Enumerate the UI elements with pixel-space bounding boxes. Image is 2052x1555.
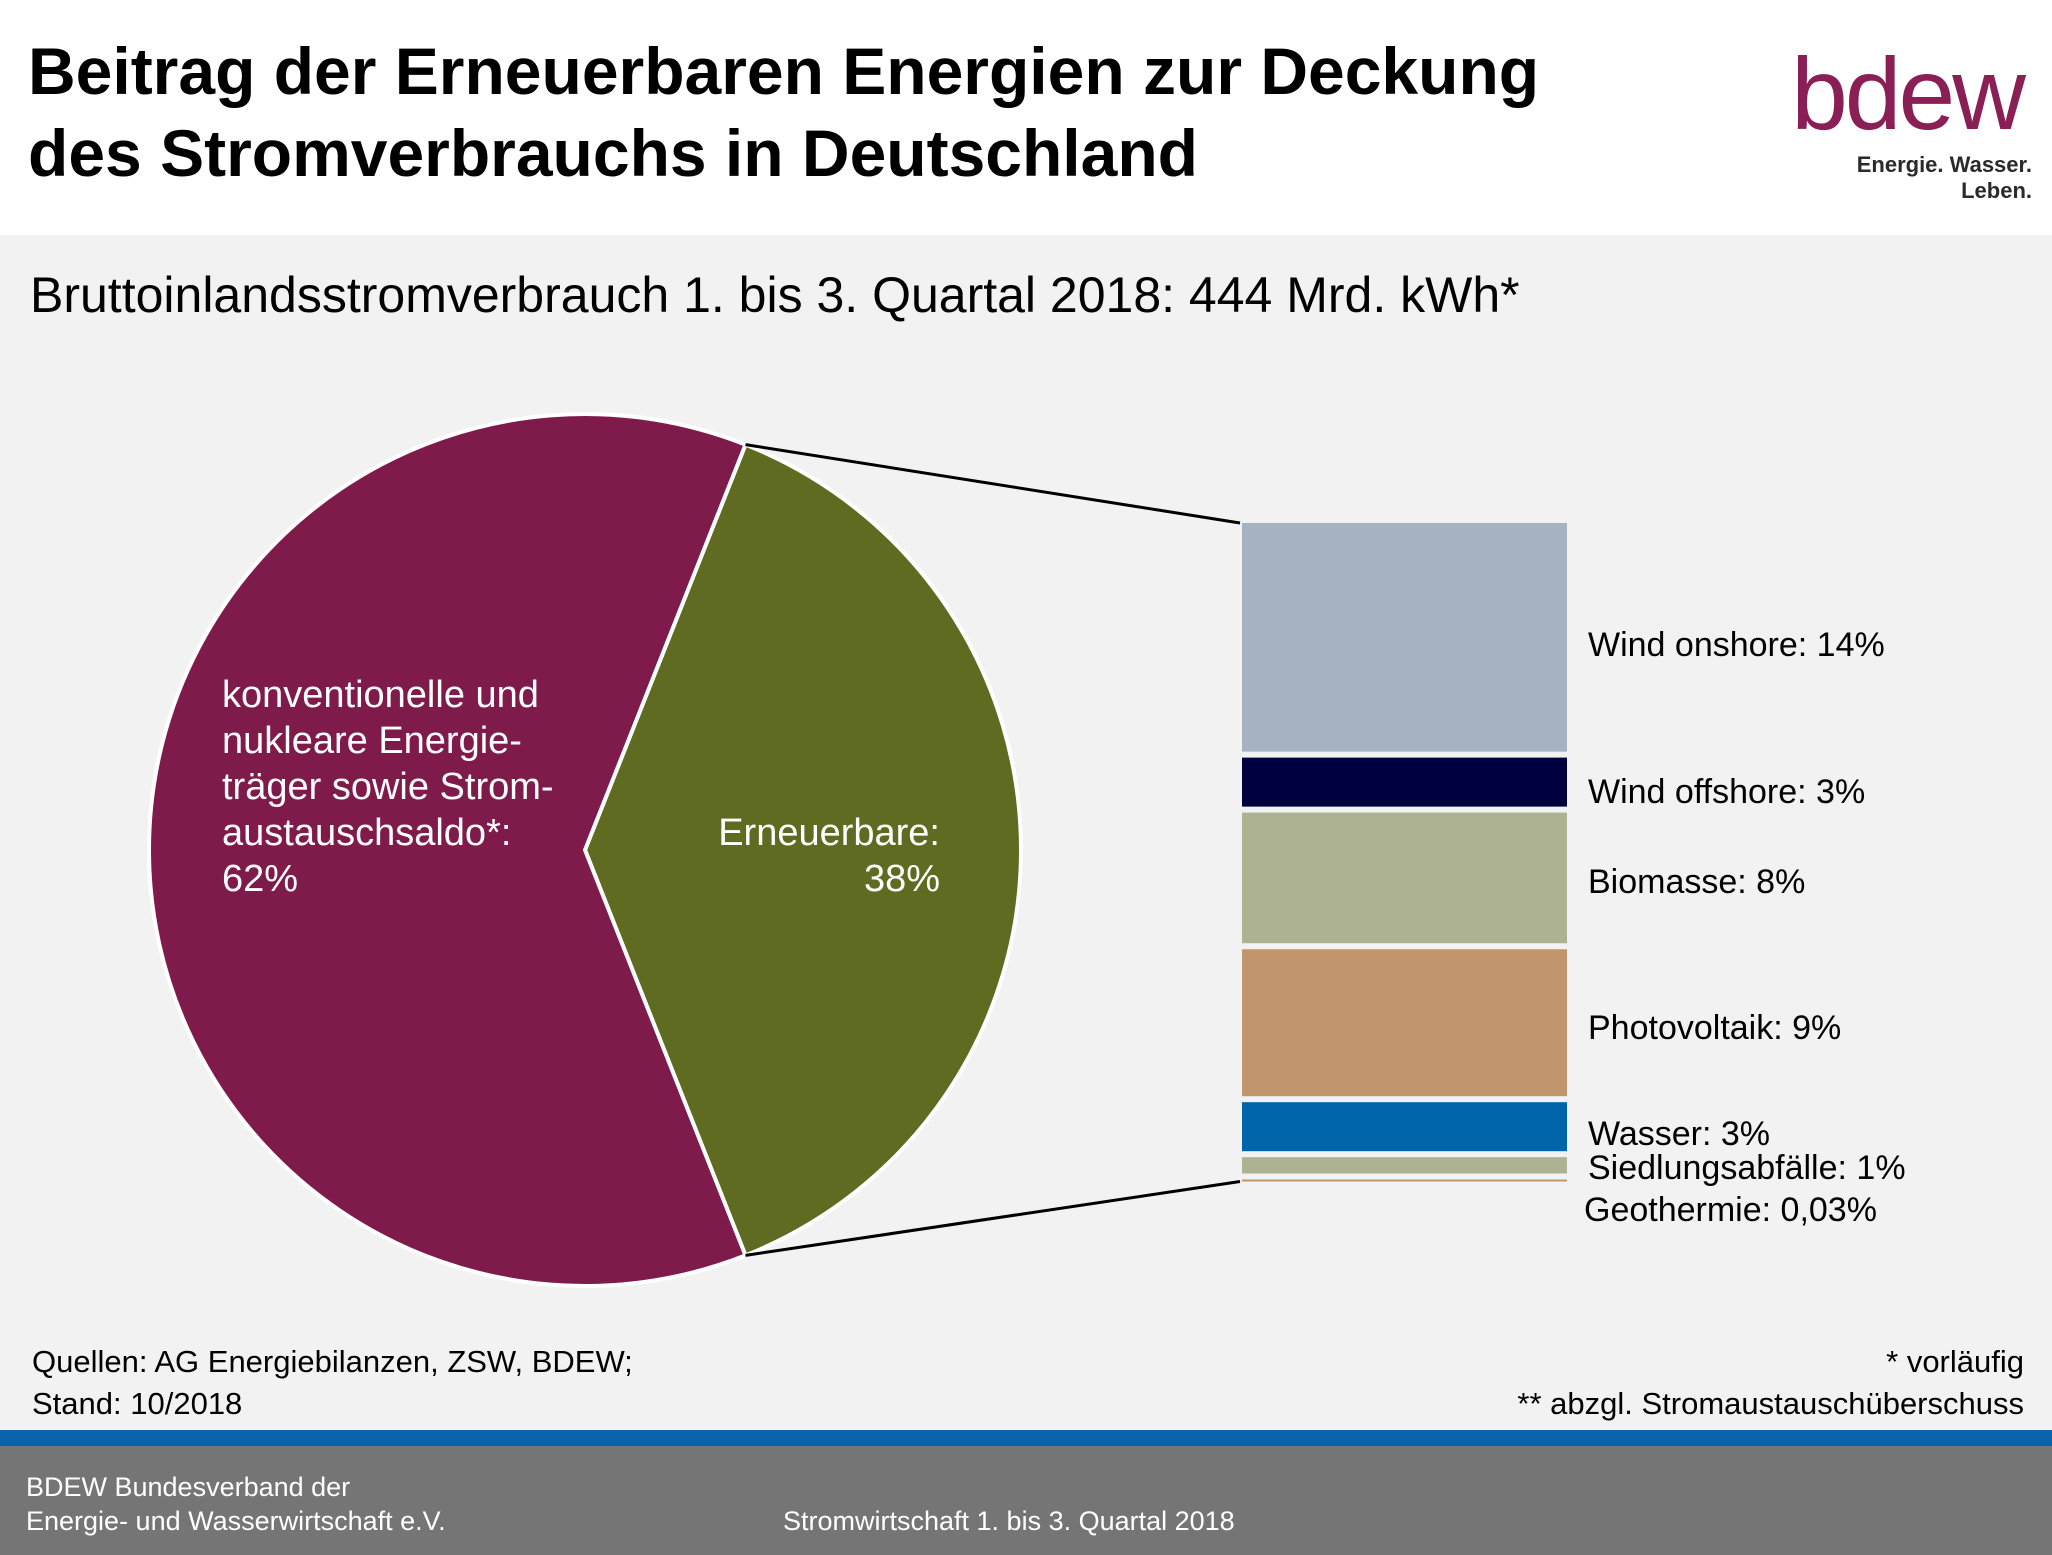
footnote-exchange: ** abzgl. Stromaustauschüberschuss <box>1517 1386 2024 1421</box>
footnote-preliminary: * vorläufig <box>1886 1344 2024 1379</box>
footer-org-line-2: Energie- und Wasserwirtschaft e.V. <box>26 1506 446 1536</box>
conventional-label-line-1: konventionelle und <box>222 674 539 716</box>
pie-label-renewables: Erneuerbare: 38% <box>660 810 940 902</box>
logo-slogan: Energie. Wasser. Leben. <box>1856 152 2032 203</box>
connector-line-bottom <box>745 1180 1241 1257</box>
logo-wordmark: bdew <box>1791 37 2026 151</box>
segment-wasser <box>1242 1102 1567 1152</box>
segment-photovoltaik <box>1242 949 1567 1097</box>
pie-slice-renewables <box>582 442 1023 1258</box>
segment-siedlungsabfaelle <box>1242 1157 1567 1174</box>
pie-slice-conventional <box>146 412 749 1288</box>
footer-org-line-1: BDEW Bundesverband der <box>26 1472 351 1502</box>
footer-organization: BDEW Bundesverband der Energie- und Wass… <box>26 1470 726 1538</box>
segment-wind-onshore <box>1242 523 1567 752</box>
segment-label-wind-onshore: Wind onshore: 14% <box>1588 626 1885 664</box>
page-title: Beitrag der Erneuerbaren Energien zur De… <box>28 30 1648 194</box>
bdew-logo: bdew Energie. Wasser. Leben. <box>1782 37 2032 203</box>
segment-label-photovoltaik: Photovoltaik: 9% <box>1588 1009 1842 1047</box>
footer-accent-bar <box>0 1430 2052 1446</box>
chart-subtitle: Bruttoinlandsstromverbrauch 1. bis 3. Qu… <box>30 267 1520 323</box>
segment-wind-offshore <box>1242 757 1567 807</box>
renewables-label-line-1: Erneuerbare: <box>718 812 940 854</box>
conventional-label-line-2: nukleare Energie- <box>222 720 522 762</box>
pie-label-conventional: konventionelle und nukleare Energie- trä… <box>222 672 602 902</box>
connector-line-top <box>745 443 1241 525</box>
sources-line-2: Stand: 10/2018 <box>32 1386 243 1421</box>
conventional-value-label: 62% <box>222 858 299 900</box>
segment-label-wasser: Wasser: 3% <box>1588 1115 1771 1153</box>
header: Beitrag der Erneuerbaren Energien zur De… <box>0 0 2052 235</box>
footer-report-title: Stromwirtschaft 1. bis 3. Quartal 2018 <box>783 1506 1235 1536</box>
pie-connectors <box>745 443 1241 1257</box>
segment-label-wind-offshore: Wind offshore: 3% <box>1588 773 1866 811</box>
conventional-label-line-4: austauschsaldo*: <box>222 812 512 854</box>
segment-geothermie <box>1242 1179 1567 1182</box>
segment-label-biomasse: Biomasse: 8% <box>1588 863 1806 901</box>
sources-note: Quellen: AG Energiebilanzen, ZSW, BDEW; … <box>32 1341 1032 1425</box>
segment-biomasse <box>1242 812 1567 944</box>
title-line-1: Beitrag der Erneuerbaren Energien zur De… <box>28 34 1540 108</box>
footnotes: * vorläufig ** abzgl. Stromaustauschüber… <box>1000 1341 2024 1425</box>
conventional-label-line-3: träger sowie Strom- <box>222 766 554 808</box>
breakdown-bar <box>1242 523 1567 1182</box>
renewables-value-label: 38% <box>863 858 940 900</box>
title-line-2: des Stromverbrauchs in Deutschland <box>28 116 1198 190</box>
footer <box>0 1446 2052 1555</box>
segment-label-siedlungsabfaelle: Siedlungsabfälle: 1% <box>1588 1149 1906 1187</box>
pie-chart <box>146 412 1023 1288</box>
segment-label-geothermie: Geothermie: 0,03% <box>1584 1191 1877 1229</box>
sources-line-1: Quellen: AG Energiebilanzen, ZSW, BDEW; <box>32 1344 633 1379</box>
